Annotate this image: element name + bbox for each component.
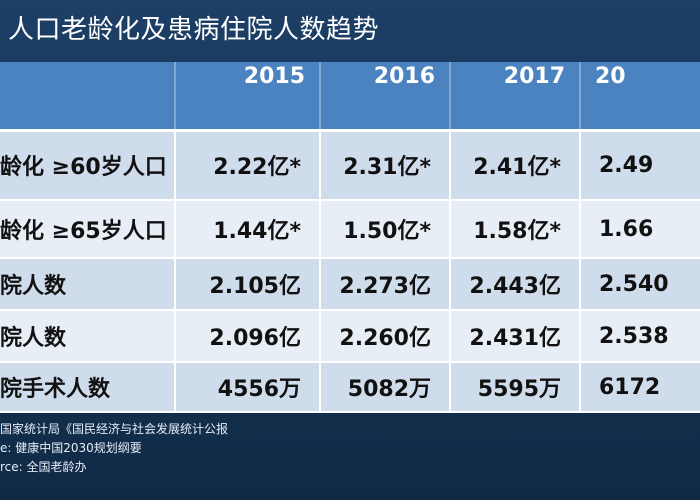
table-cell: 2.538 [580, 310, 700, 363]
source-note: rce: 全国老龄办 [0, 460, 87, 474]
table-cell: 2.49 [580, 130, 700, 201]
table-cell: 2.22亿* [175, 130, 321, 201]
table-cell: 2.41亿* [450, 130, 581, 201]
table-cell: 2.431亿 [450, 310, 581, 363]
source-note: e: 健康中国2030规划纲要 [0, 441, 142, 455]
row-label: 龄化 ≥60岁人口 [0, 130, 176, 201]
table-cell: 2.096亿 [175, 310, 321, 363]
table-cell: 1.66 [580, 200, 700, 259]
header-cell-label [0, 62, 176, 132]
table-cell: 2.31亿* [320, 130, 451, 201]
table-cell: 2.273亿 [320, 258, 451, 311]
source-note: 国家统计局《国民经济与社会发展统计公报 [0, 422, 229, 436]
table-cell: 2.443亿 [450, 258, 581, 311]
table-cell: 1.44亿* [175, 200, 321, 259]
table-cell: 1.58亿* [450, 200, 581, 259]
table-cell: 6172 [580, 362, 700, 413]
data-table: 2015 2016 2017 20 龄化 ≥60岁人口 2.22亿* 2.31亿… [0, 62, 700, 413]
table-row: 院人数 2.105亿 2.273亿 2.443亿 2.540 [0, 258, 700, 311]
table-cell: 5595万 [450, 362, 581, 413]
table-row: 龄化 ≥65岁人口 1.44亿* 1.50亿* 1.58亿* 1.66 [0, 200, 700, 259]
row-label: 院人数 [0, 310, 176, 363]
table-cell: 1.50亿* [320, 200, 451, 259]
table-row: 院人数 2.096亿 2.260亿 2.431亿 2.538 [0, 310, 700, 363]
header-cell-year: 2016 [320, 62, 451, 132]
header-cell-year: 2017 [450, 62, 581, 132]
row-label: 院手术人数 [0, 362, 176, 413]
table-cell: 2.540 [580, 258, 700, 311]
table-header-row: 2015 2016 2017 20 [0, 62, 700, 132]
table-cell: 2.105亿 [175, 258, 321, 311]
table-cell: 5082万 [320, 362, 451, 413]
header-cell-year: 2015 [175, 62, 321, 132]
table-row: 院手术人数 4556万 5082万 5595万 6172 [0, 362, 700, 413]
table-cell: 2.260亿 [320, 310, 451, 363]
table-cell: 4556万 [175, 362, 321, 413]
row-label: 院人数 [0, 258, 176, 311]
header-cell-year: 20 [580, 62, 700, 132]
table-row: 龄化 ≥60岁人口 2.22亿* 2.31亿* 2.41亿* 2.49 [0, 130, 700, 201]
row-label: 龄化 ≥65岁人口 [0, 200, 176, 259]
page-title: 人口老龄化及患病住院人数趋势 [8, 15, 380, 45]
